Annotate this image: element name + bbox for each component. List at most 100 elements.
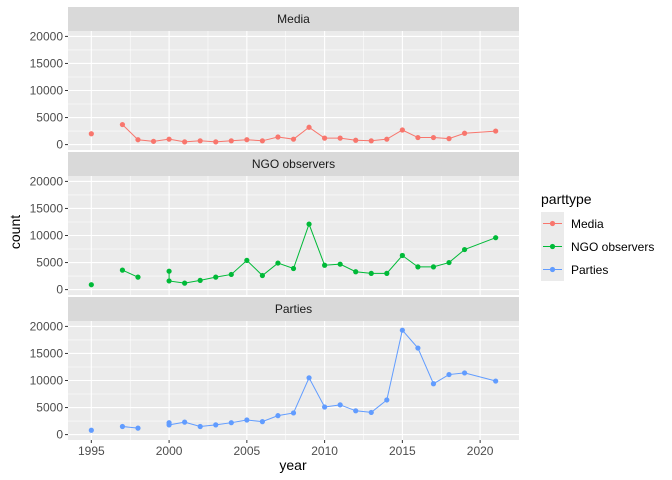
data-point-parties — [275, 413, 280, 418]
data-point-ngo-observers — [369, 271, 374, 276]
legend-key-point — [550, 221, 555, 226]
data-point-ngo-observers — [306, 222, 311, 227]
data-point-parties — [369, 410, 374, 415]
y-tick-label: 15000 — [30, 56, 64, 70]
data-point-ngo-observers — [462, 247, 467, 252]
y-tick-label: 10000 — [30, 229, 64, 243]
x-tick-label: 2015 — [389, 444, 416, 458]
data-point-parties — [306, 375, 311, 380]
data-point-media — [369, 138, 374, 143]
facet-strip-label: Media — [277, 12, 310, 26]
legend-key-point — [550, 244, 555, 249]
x-axis-title: year — [279, 457, 307, 473]
y-axis-title: count — [7, 215, 23, 249]
data-point-media — [213, 139, 218, 144]
data-point-media — [198, 138, 203, 143]
y-tick-label: 5000 — [36, 401, 63, 415]
y-tick-label: 20000 — [30, 174, 64, 188]
data-point-ngo-observers — [260, 273, 265, 278]
x-axis: 1995 2000 2005 2010 2015 2020 — [78, 440, 494, 458]
data-point-ngo-observers — [229, 272, 234, 277]
y-tick-label: 15000 — [30, 201, 64, 215]
y-tick-label: 5000 — [36, 256, 63, 270]
y-tick-label: 0 — [56, 428, 63, 442]
legend-item-ngo-observers: NGO observers — [541, 235, 654, 258]
data-point-ngo-observers — [353, 269, 358, 274]
data-point-parties — [291, 410, 296, 415]
facet-panel-parties: Parties 0 5000 10000 15000 20000 — [30, 297, 519, 442]
legend-item-parties: Parties — [541, 258, 608, 281]
data-point-ngo-observers — [213, 275, 218, 280]
data-point-media — [306, 125, 311, 130]
data-point-parties — [493, 378, 498, 383]
data-point-ngo-observers — [493, 235, 498, 240]
facet-panel-media: Media 0 5000 10000 15000 20000 — [30, 7, 519, 152]
y-tick-label: 0 — [56, 138, 63, 152]
data-point-ngo-observers — [120, 268, 125, 273]
data-point-parties — [198, 424, 203, 429]
data-point-ngo-observers — [182, 281, 187, 286]
data-point-ngo-observers — [431, 264, 436, 269]
data-point-parties — [322, 404, 327, 409]
data-point-media — [89, 131, 94, 136]
data-point-media — [275, 134, 280, 139]
y-tick-label: 20000 — [30, 319, 64, 333]
data-point-media — [462, 131, 467, 136]
data-point-media — [446, 136, 451, 141]
data-point-media — [353, 138, 358, 143]
facet-strip-label: NGO observers — [252, 157, 335, 171]
data-point-ngo-observers — [89, 282, 94, 287]
data-point-parties — [431, 381, 436, 386]
x-tick-label: 1995 — [78, 444, 105, 458]
data-point-ngo-observers — [446, 260, 451, 265]
data-point-parties — [260, 419, 265, 424]
data-point-parties — [135, 426, 140, 431]
data-point-parties — [229, 420, 234, 425]
data-point-ngo-observers — [322, 263, 327, 268]
data-point-ngo-observers — [338, 262, 343, 267]
x-tick-label: 2000 — [156, 444, 183, 458]
data-point-parties — [338, 402, 343, 407]
legend-label: Parties — [571, 263, 608, 277]
data-point-media — [260, 138, 265, 143]
data-point-parties — [182, 420, 187, 425]
data-point-ngo-observers — [198, 278, 203, 283]
data-point-media — [244, 137, 249, 142]
legend: parttype Media NGO observers Parties — [541, 191, 654, 281]
data-point-ngo-observers — [166, 269, 171, 274]
data-point-media — [182, 139, 187, 144]
data-point-media — [229, 138, 234, 143]
data-point-parties — [400, 328, 405, 333]
data-point-ngo-observers — [244, 258, 249, 263]
facet-panel-ngo-observers: NGO observers 0 5000 10000 15000 20000 — [30, 152, 519, 297]
data-point-media — [291, 137, 296, 142]
data-point-parties — [89, 428, 94, 433]
data-point-parties — [446, 372, 451, 377]
y-tick-label: 0 — [56, 283, 63, 297]
data-point-ngo-observers — [275, 260, 280, 265]
y-tick-label: 10000 — [30, 374, 64, 388]
data-point-media — [338, 136, 343, 141]
data-point-parties — [462, 370, 467, 375]
data-point-ngo-observers — [135, 275, 140, 280]
x-tick-label: 2020 — [467, 444, 494, 458]
data-point-parties — [353, 408, 358, 413]
legend-label: Media — [571, 217, 604, 231]
data-point-media — [431, 135, 436, 140]
y-axis: 0 5000 10000 15000 20000 — [30, 174, 68, 296]
y-tick-label: 5000 — [36, 111, 63, 125]
data-point-parties — [384, 397, 389, 402]
data-point-media — [166, 137, 171, 142]
legend-item-media: Media — [541, 212, 604, 235]
y-axis: 0 5000 10000 15000 20000 — [30, 29, 68, 151]
data-point-parties — [166, 422, 171, 427]
facet-strip-label: Parties — [275, 302, 312, 316]
y-tick-label: 15000 — [30, 346, 64, 360]
data-point-ngo-observers — [291, 266, 296, 271]
legend-title: parttype — [541, 191, 592, 207]
y-axis: 0 5000 10000 15000 20000 — [30, 319, 68, 441]
data-point-ngo-observers — [384, 271, 389, 276]
x-tick-label: 2010 — [311, 444, 338, 458]
y-tick-label: 20000 — [30, 29, 64, 43]
